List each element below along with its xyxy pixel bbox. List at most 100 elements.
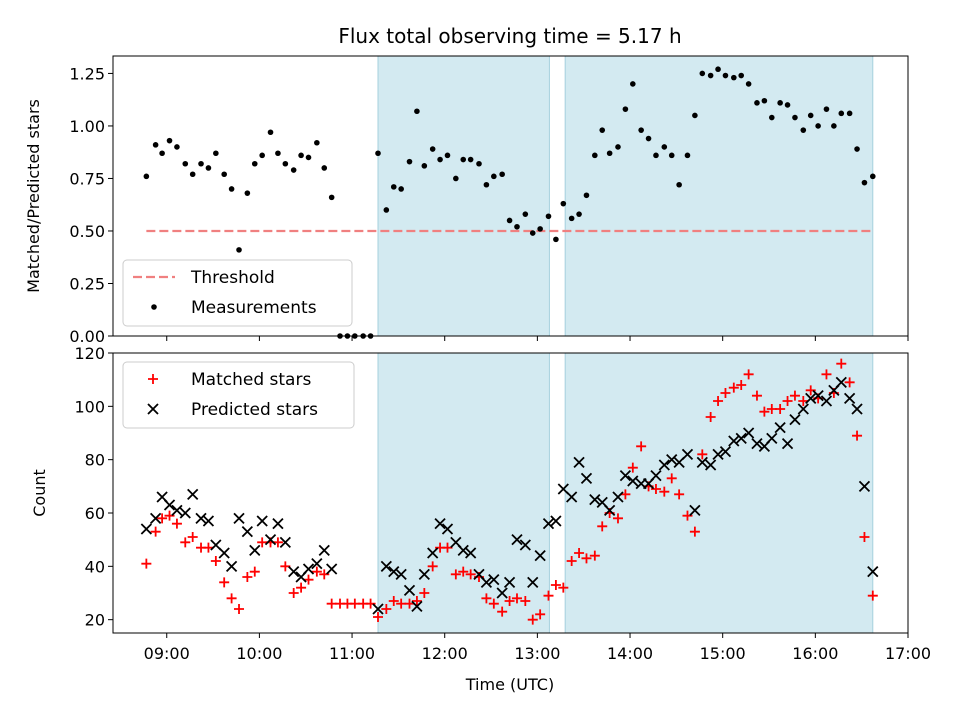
measurement-point <box>661 144 668 150</box>
matched-star-point <box>442 542 453 553</box>
matched-star-point <box>743 369 754 380</box>
legend-matched-swatch <box>148 374 158 384</box>
predicted-star-point <box>619 470 632 482</box>
matched-star-point <box>481 593 492 604</box>
measurement-point <box>615 144 621 150</box>
measurement-point <box>166 137 173 144</box>
predicted-star-point <box>728 435 740 447</box>
measurement-point <box>792 114 798 121</box>
measurement-point <box>205 165 212 171</box>
predicted-star-point <box>519 539 531 551</box>
measurement-point <box>699 70 706 77</box>
predicted-star-point <box>527 576 539 588</box>
x-tick-label: 12:00 <box>422 644 468 663</box>
matched-star-point <box>504 596 515 606</box>
matched-star-point <box>465 569 476 580</box>
y-tick-label: 40 <box>85 557 105 576</box>
measurement-point <box>383 207 390 213</box>
predicted-star-point <box>705 459 717 471</box>
y-tick-label: 0.75 <box>69 169 105 188</box>
matched-star-point <box>450 569 461 580</box>
legend-predicted-swatch <box>147 403 159 415</box>
measurement-point <box>213 150 219 157</box>
axes-frame <box>112 352 909 634</box>
matched-star-point <box>311 566 322 577</box>
matched-star-point <box>535 609 546 620</box>
predicted-star-point <box>627 475 639 487</box>
measurement-point <box>529 230 536 236</box>
measurement-point <box>784 102 791 108</box>
predicted-star-point <box>550 515 562 527</box>
measurement-point <box>189 171 196 178</box>
measurement-point <box>314 139 320 146</box>
predicted-star-point <box>179 507 191 519</box>
matched-star-point <box>550 580 561 590</box>
matched-star-point <box>150 526 161 537</box>
matched-star-point <box>488 598 499 609</box>
matched-star-point <box>219 577 230 588</box>
matched-star-point <box>210 556 221 566</box>
measurement-point <box>846 110 853 117</box>
matched-star-point <box>574 548 585 558</box>
matched-star-point <box>566 556 577 566</box>
measurement-point <box>267 129 274 136</box>
legend-measurement-label: Measurements <box>191 298 317 318</box>
matched-star-point <box>836 358 847 369</box>
matched-star-point <box>821 369 832 380</box>
predicted-star-point <box>279 536 291 548</box>
measurement-point <box>731 74 737 81</box>
predicted-star-point <box>218 547 230 559</box>
predicted-star-point <box>187 488 199 500</box>
matched-star-point <box>867 590 878 601</box>
y-tick-label: 60 <box>85 504 105 523</box>
matched-star-point <box>759 406 770 417</box>
measurement-point <box>754 100 760 106</box>
predicted-star-point <box>503 576 516 588</box>
predicted-star-point <box>867 566 879 578</box>
predicted-star-point <box>781 438 794 450</box>
measurement-point <box>321 165 328 171</box>
matched-star-point <box>381 604 392 614</box>
predicted-star-point <box>288 566 300 578</box>
measurement-point <box>869 173 876 180</box>
predicted-star-point <box>256 515 268 527</box>
matched-star-point <box>272 537 283 548</box>
predicted-star-point <box>851 403 863 415</box>
measurement-point <box>499 171 505 178</box>
predicted-star-point <box>480 576 493 588</box>
x-tick-label: 17:00 <box>885 644 931 663</box>
shaded-interval <box>564 55 874 337</box>
measurement-point <box>437 156 443 163</box>
predicted-star-point <box>372 603 384 615</box>
predicted-star-point <box>418 568 430 580</box>
matched-star-point <box>157 513 168 524</box>
measurement-point <box>453 175 459 182</box>
predicted-star-point <box>751 438 763 450</box>
matched-star-point <box>427 561 438 572</box>
predicted-star-point <box>427 547 439 559</box>
legend-measurement-swatch <box>151 304 157 310</box>
y-tick-label: 80 <box>85 451 105 470</box>
predicted-star-point <box>589 494 601 506</box>
predicted-star-point <box>496 587 508 599</box>
measurement-point <box>444 152 451 159</box>
matched-star-point <box>859 532 870 542</box>
measurement-point <box>692 112 698 119</box>
predicted-star-point <box>843 392 856 404</box>
axes-frame <box>112 55 909 337</box>
matched-star-point <box>187 532 198 542</box>
predicted-star-point <box>311 558 323 570</box>
predicted-star-point <box>742 427 755 439</box>
predicted-star-point <box>380 560 392 572</box>
legend-box <box>122 361 355 429</box>
measurement-point <box>545 213 552 220</box>
x-tick-label: 13:00 <box>514 644 560 663</box>
measurement-point <box>768 114 775 121</box>
y-tick-label: 1.25 <box>69 64 105 83</box>
matched-star-point <box>249 566 260 577</box>
matched-star-point <box>636 441 647 452</box>
predicted-star-point <box>457 544 469 556</box>
measurement-point <box>152 142 159 148</box>
predicted-star-point <box>612 491 624 503</box>
measurement-point <box>282 160 289 167</box>
